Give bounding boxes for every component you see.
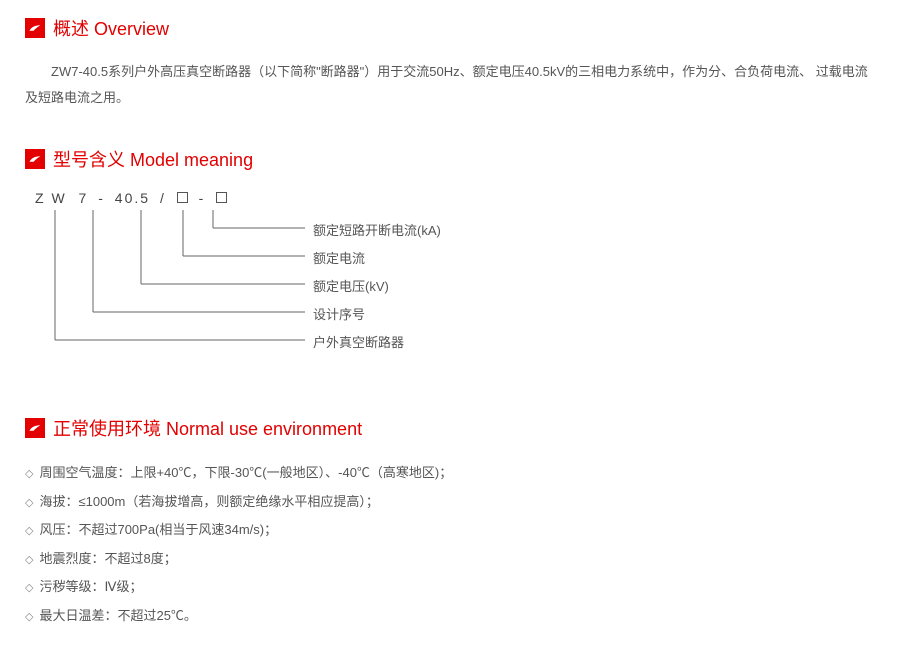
diamond-icon: ◇ [25,605,33,629]
diamond-icon: ◇ [25,491,33,515]
overview-title: 概述 Overview [53,15,169,41]
code-sep1: - [98,190,105,206]
env-item: ◇最大日温差：不超过25℃。 [25,602,875,631]
environment-header: 正常使用环境 Normal use environment [25,415,875,441]
env-item: ◇风压：不超过700Pa(相当于风速34m/s)； [25,516,875,545]
model-bracket-lines [35,210,315,385]
code-p3: 40.5 [115,190,150,206]
env-text: 周围空气温度：上限+40℃，下限-30℃(一般地区）、-40℃（高寒地区)； [39,459,452,488]
section-overview: 概述 Overview ZW7-40.5系列户外高压真空断路器（以下简称"断路器… [25,15,875,111]
environment-list: ◇周围空气温度：上限+40℃，下限-30℃(一般地区）、-40℃（高寒地区)； … [25,459,875,631]
code-sep3: - [199,190,206,206]
code-box1 [177,192,188,203]
env-text: 地震烈度：不超过8度； [39,545,176,574]
env-item: ◇污秽等级：Ⅳ级； [25,573,875,602]
section-environment: 正常使用环境 Normal use environment ◇周围空气温度：上限… [25,415,875,631]
model-label-0: 额定短路开断电流(kA) [313,220,441,239]
env-item: ◇周围空气温度：上限+40℃，下限-30℃(一般地区）、-40℃（高寒地区)； [25,459,875,488]
env-text: 最大日温差：不超过25℃。 [39,602,196,631]
model-label-2: 额定电压(kV) [313,276,389,295]
model-label-4: 户外真空断路器 [313,332,404,351]
model-label-3: 设计序号 [313,304,365,323]
code-p1: Z W [35,190,67,206]
env-text: 海拔：≤1000m（若海拔增高，则额定绝缘水平相应提高）； [39,488,378,517]
diamond-icon: ◇ [25,576,33,600]
model-title: 型号含义 Model meaning [53,146,253,172]
diamond-icon: ◇ [25,462,33,486]
swoosh-icon [25,418,45,438]
env-text: 污秽等级：Ⅳ级； [39,573,142,602]
code-sep2: / [160,190,166,206]
env-item: ◇地震烈度：不超过8度； [25,545,875,574]
section-model: 型号含义 Model meaning Z W 7 - 40.5 / - 额定短路… [25,146,875,380]
overview-header: 概述 Overview [25,15,875,41]
model-label-1: 额定电流 [313,248,365,267]
code-box2 [216,192,227,203]
diamond-icon: ◇ [25,548,33,572]
swoosh-icon [25,18,45,38]
env-item: ◇海拔：≤1000m（若海拔增高，则额定绝缘水平相应提高）； [25,488,875,517]
swoosh-icon [25,149,45,169]
env-text: 风压：不超过700Pa(相当于风速34m/s)； [39,516,277,545]
overview-body: ZW7-40.5系列户外高压真空断路器（以下简称"断路器"）用于交流50Hz、额… [25,59,875,111]
model-code: Z W 7 - 40.5 / - [35,190,228,206]
model-header: 型号含义 Model meaning [25,146,875,172]
model-diagram: Z W 7 - 40.5 / - 额定短路开断电流(kA) 额定电流 额定电压(… [35,190,875,380]
diamond-icon: ◇ [25,519,33,543]
environment-title: 正常使用环境 Normal use environment [53,415,362,441]
code-p2: 7 [79,190,89,206]
